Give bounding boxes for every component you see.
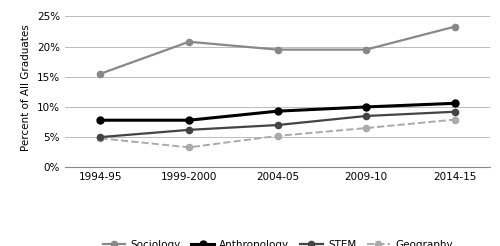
Sociology <box>452 25 458 28</box>
STEM <box>452 110 458 113</box>
STEM <box>363 115 369 118</box>
STEM <box>98 136 103 138</box>
Line: Geography: Geography <box>98 117 458 151</box>
Geography <box>363 127 369 130</box>
Anthropology <box>363 106 369 108</box>
Anthropology <box>186 119 192 122</box>
Line: Anthropology: Anthropology <box>97 100 458 124</box>
Geography <box>186 146 192 149</box>
Sociology <box>363 48 369 51</box>
Geography <box>98 137 103 140</box>
Geography <box>452 118 458 121</box>
Line: Sociology: Sociology <box>98 24 458 77</box>
STEM <box>274 123 280 126</box>
Sociology <box>274 48 280 51</box>
Y-axis label: Percent of All Graduates: Percent of All Graduates <box>22 24 32 151</box>
STEM <box>186 128 192 131</box>
Anthropology <box>452 102 458 105</box>
Line: STEM: STEM <box>98 109 458 140</box>
Sociology <box>186 40 192 43</box>
Anthropology <box>274 110 280 113</box>
Sociology <box>98 72 103 75</box>
Anthropology <box>98 119 103 122</box>
Legend: Sociology, Anthropology, STEM, Geography: Sociology, Anthropology, STEM, Geography <box>102 240 453 246</box>
Geography <box>274 134 280 137</box>
